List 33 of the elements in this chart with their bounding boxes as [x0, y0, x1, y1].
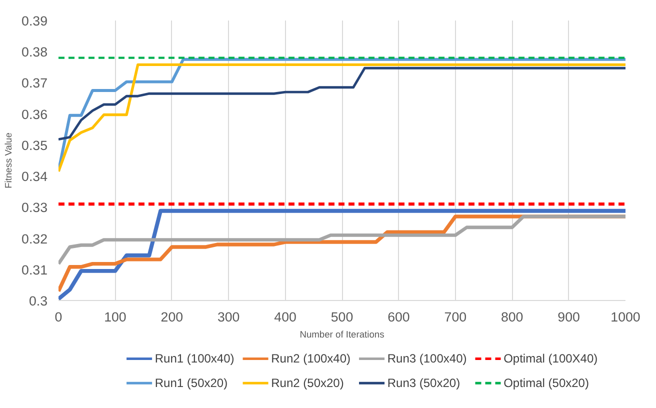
legend-label: Run1 (100x40) — [154, 352, 234, 366]
y-tick-label: 0.36 — [22, 106, 48, 122]
y-tick-label: 0.31 — [22, 262, 48, 278]
legend-label: Run1 (50x20) — [154, 376, 228, 390]
y-tick-label: 0.32 — [22, 231, 48, 246]
x-tick-label: 600 — [388, 310, 410, 324]
x-tick-label: 400 — [274, 310, 296, 324]
x-tick-label: 0 — [54, 310, 62, 324]
x-tick-label: 200 — [160, 310, 184, 324]
x-tick-label: 900 — [558, 310, 580, 324]
line-series — [58, 214, 626, 266]
x-tick-label: 300 — [217, 310, 240, 324]
x-tick-label: 700 — [444, 310, 467, 324]
line-series — [58, 66, 626, 141]
y-tick-label: 0.35 — [22, 138, 48, 153]
y-tick-label: 0.37 — [22, 76, 48, 91]
legend-label: Optimal (50x20) — [504, 376, 589, 390]
x-tick-label: 100 — [104, 310, 126, 324]
legend-label: Run2 (100x40) — [271, 352, 351, 366]
x-tick-label: 800 — [500, 310, 524, 324]
x-tick-label: 500 — [330, 310, 354, 324]
y-tick-label: 0.33 — [22, 200, 48, 216]
y-tick-label: 0.34 — [22, 169, 48, 184]
x-tick-label: 1000 — [610, 310, 640, 324]
y-axis-title: Fitness Value — [4, 132, 14, 188]
y-tick-label: 0.38 — [22, 44, 48, 60]
y-tick-label: 0.3 — [28, 294, 48, 308]
x-axis-title: Number of Iterations — [300, 330, 385, 340]
y-tick-label: 0.39 — [22, 14, 48, 28]
legend-label: Run3 (100x40) — [387, 352, 467, 366]
legend-label: Run2 (50x20) — [271, 376, 344, 390]
legend-label: Run3 (50x20) — [387, 376, 460, 390]
legend-label: Optimal (100X40) — [504, 352, 598, 366]
